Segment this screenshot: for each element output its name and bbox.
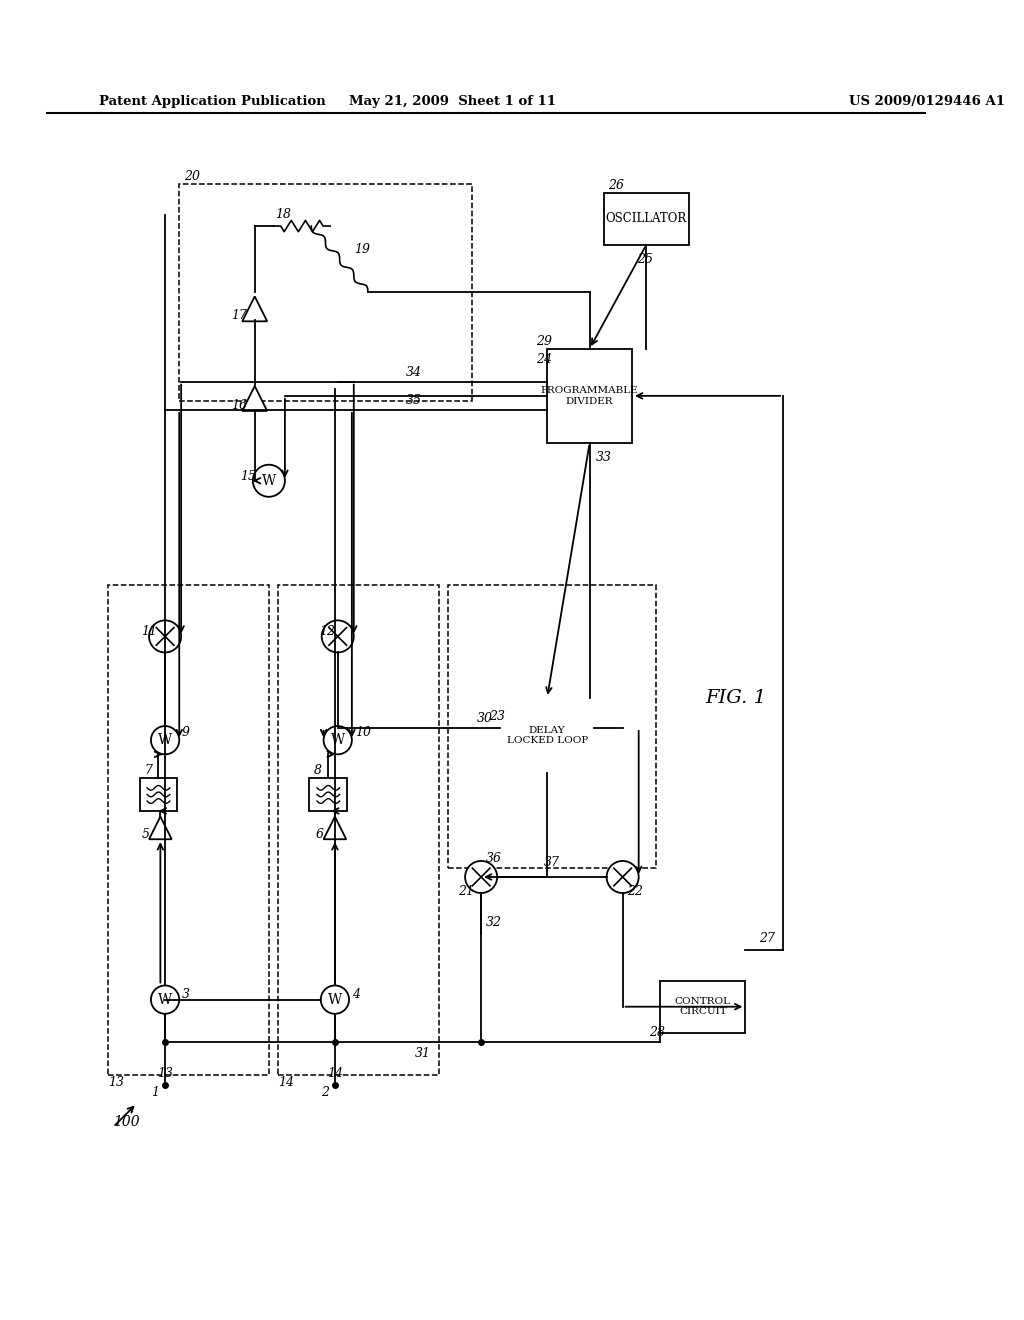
Text: DELAY
LOCKED LOOP: DELAY LOCKED LOOP xyxy=(507,726,588,746)
Text: US 2009/0129446 A1: US 2009/0129446 A1 xyxy=(849,95,1006,108)
Text: 4: 4 xyxy=(352,989,359,1002)
Bar xyxy=(660,981,745,1032)
Circle shape xyxy=(150,620,181,652)
Text: 34: 34 xyxy=(406,366,422,379)
Text: 36: 36 xyxy=(485,851,502,865)
Text: 24: 24 xyxy=(536,354,552,367)
Text: 14: 14 xyxy=(327,1067,343,1080)
Bar xyxy=(547,348,632,444)
Bar xyxy=(449,585,655,867)
Text: 25: 25 xyxy=(637,252,652,265)
Text: 19: 19 xyxy=(353,243,370,256)
Bar xyxy=(500,698,594,774)
Circle shape xyxy=(465,861,498,894)
Text: 6: 6 xyxy=(316,828,324,841)
Text: 26: 26 xyxy=(608,180,625,191)
Bar xyxy=(109,585,269,1074)
Text: 9: 9 xyxy=(182,726,190,739)
Text: 8: 8 xyxy=(314,764,323,777)
Text: FIG. 1: FIG. 1 xyxy=(706,689,766,706)
Polygon shape xyxy=(324,817,346,840)
Circle shape xyxy=(321,986,349,1014)
Text: W: W xyxy=(328,993,342,1007)
Text: 27: 27 xyxy=(760,932,775,945)
Text: 10: 10 xyxy=(354,726,371,739)
Text: 37: 37 xyxy=(544,857,560,870)
Text: 35: 35 xyxy=(406,395,422,407)
Polygon shape xyxy=(150,817,172,840)
Text: 13: 13 xyxy=(157,1067,173,1080)
Circle shape xyxy=(324,726,352,754)
Text: 14: 14 xyxy=(279,1076,294,1089)
Text: 29: 29 xyxy=(536,335,552,347)
Text: 20: 20 xyxy=(184,169,200,182)
Bar xyxy=(179,183,472,400)
Text: 5: 5 xyxy=(141,828,150,841)
Circle shape xyxy=(253,465,285,496)
Circle shape xyxy=(606,861,639,894)
Circle shape xyxy=(322,620,353,652)
Text: 31: 31 xyxy=(415,1047,431,1060)
Polygon shape xyxy=(243,297,267,321)
Text: 28: 28 xyxy=(649,1026,665,1039)
Text: 12: 12 xyxy=(318,626,335,638)
Text: 18: 18 xyxy=(275,209,291,222)
Text: 32: 32 xyxy=(485,916,502,929)
Text: 15: 15 xyxy=(241,470,257,483)
Circle shape xyxy=(151,986,179,1014)
Bar xyxy=(604,193,689,246)
Text: OSCILLATOR: OSCILLATOR xyxy=(605,213,687,226)
Text: 2: 2 xyxy=(321,1085,329,1098)
Text: 17: 17 xyxy=(231,309,247,322)
Text: 16: 16 xyxy=(231,399,247,412)
Polygon shape xyxy=(243,385,267,411)
Text: 100: 100 xyxy=(114,1115,140,1130)
Text: W: W xyxy=(331,733,345,747)
Text: PROGRAMMABLE
DIVIDER: PROGRAMMABLE DIVIDER xyxy=(541,387,638,405)
Text: W: W xyxy=(158,733,172,747)
Text: W: W xyxy=(262,474,276,488)
Text: May 21, 2009  Sheet 1 of 11: May 21, 2009 Sheet 1 of 11 xyxy=(349,95,556,108)
Text: Patent Application Publication: Patent Application Publication xyxy=(99,95,326,108)
Text: CONTROL
CIRCUIT: CONTROL CIRCUIT xyxy=(675,997,731,1016)
Text: 23: 23 xyxy=(488,710,505,723)
Text: 3: 3 xyxy=(182,989,190,1002)
Text: 11: 11 xyxy=(141,626,158,638)
Text: 30: 30 xyxy=(476,711,493,725)
Text: 22: 22 xyxy=(628,884,643,898)
Bar xyxy=(279,585,438,1074)
Text: 21: 21 xyxy=(458,884,473,898)
Text: 13: 13 xyxy=(109,1076,125,1089)
Text: 33: 33 xyxy=(596,450,612,463)
Text: 7: 7 xyxy=(144,764,153,777)
Bar xyxy=(139,777,177,810)
Text: 1: 1 xyxy=(151,1085,159,1098)
Text: W: W xyxy=(158,993,172,1007)
Bar xyxy=(309,777,347,810)
Circle shape xyxy=(151,726,179,754)
